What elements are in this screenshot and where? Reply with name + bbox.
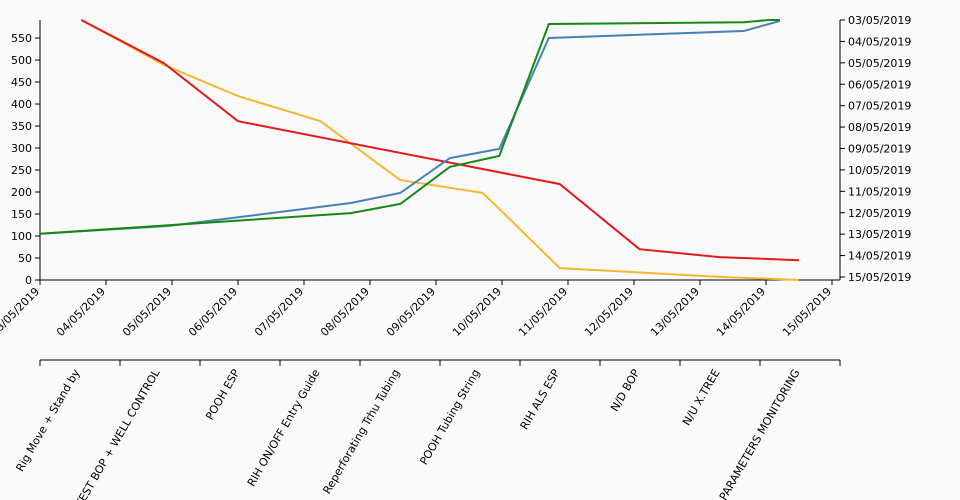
y-tick-label: 250 [11, 164, 32, 177]
y-tick-label: 550 [11, 32, 32, 45]
y-tick-label: 200 [11, 186, 32, 199]
y-tick-label: 350 [11, 120, 32, 133]
category-label: Reperforating Trhu Tubing [320, 367, 402, 496]
series-line [39, 19, 780, 235]
x-tick-label: 04/05/2019 [54, 285, 108, 339]
category-label: POOH ESP [203, 367, 243, 423]
series-line [80, 19, 800, 262]
y2-tick-label: 10/05/2019 [848, 164, 911, 177]
x-tick-label: 12/05/2019 [582, 285, 636, 339]
y-tick-label: 0 [25, 274, 32, 287]
x-tick-label: 10/05/2019 [450, 285, 504, 339]
y-tick-label: 50 [18, 252, 32, 265]
x-tick-label: 03/05/2019 [0, 285, 42, 339]
y2-tick-label: 14/05/2019 [848, 250, 911, 263]
category-label: RIH ON/OFF Entry Guide [245, 367, 323, 489]
category-label: N/U X.TREE [680, 367, 723, 428]
y-tick-label: 100 [11, 230, 32, 243]
y-tick-label: 400 [11, 98, 32, 111]
series-line [39, 19, 781, 235]
y-tick-label: 300 [11, 142, 32, 155]
y2-tick-label: 12/05/2019 [848, 207, 911, 220]
y2-tick-label: 09/05/2019 [848, 143, 911, 156]
y2-tick-label: 06/05/2019 [848, 78, 911, 91]
y-tick-label: 450 [11, 76, 32, 89]
x-tick-label: 15/05/2019 [780, 285, 834, 339]
x-tick-label: 11/05/2019 [516, 285, 570, 339]
y2-tick-label: 11/05/2019 [848, 185, 911, 198]
y2-tick-label: 03/05/2019 [848, 14, 911, 27]
x-tick-label: 06/05/2019 [186, 285, 240, 339]
y2-tick-label: 15/05/2019 [848, 271, 911, 284]
category-label: RIH ALS ESP [518, 367, 563, 432]
x-tick-label: 07/05/2019 [252, 285, 306, 339]
y-tick-label: 150 [11, 208, 32, 221]
y2-tick-label: 08/05/2019 [848, 121, 911, 134]
y2-tick-label: 07/05/2019 [848, 100, 911, 113]
category-label: TEST BOP + WELL CONTROL [72, 366, 163, 500]
x-tick-label: 14/05/2019 [714, 285, 768, 339]
category-label: POOH Tubing String [417, 367, 482, 467]
x-tick-label: 05/05/2019 [120, 285, 174, 339]
x-tick-label: 13/05/2019 [648, 285, 702, 339]
y2-tick-label: 04/05/2019 [848, 35, 911, 48]
series-line [80, 19, 800, 281]
x-tick-label: 08/05/2019 [318, 285, 372, 339]
x-tick-label: 09/05/2019 [384, 285, 438, 339]
y-tick-label: 500 [11, 54, 32, 67]
y2-tick-label: 05/05/2019 [848, 57, 911, 70]
category-label: Rig Move + Stand by [13, 367, 82, 474]
y2-tick-label: 13/05/2019 [848, 228, 911, 241]
category-label: N/D BOP [608, 367, 643, 414]
category-label: PARAMETERS MONITORING [717, 367, 803, 500]
